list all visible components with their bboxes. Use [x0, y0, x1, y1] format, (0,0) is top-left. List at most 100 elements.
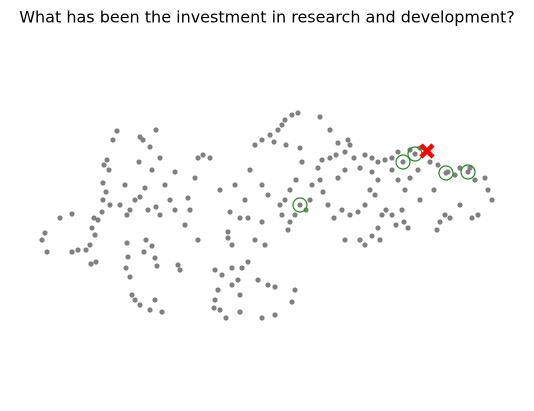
point [333, 152, 339, 158]
highlight-ring [460, 164, 476, 180]
point [215, 287, 221, 293]
point [110, 137, 116, 143]
point [217, 307, 223, 313]
point [489, 197, 495, 203]
point [242, 197, 248, 203]
point [457, 202, 463, 208]
point [182, 222, 188, 228]
point [437, 219, 443, 225]
point [245, 259, 251, 265]
point [289, 112, 295, 118]
point [167, 197, 173, 203]
point [141, 249, 147, 255]
point [377, 237, 383, 243]
point [132, 197, 138, 203]
point [369, 169, 375, 175]
point [342, 149, 348, 155]
point [223, 315, 229, 321]
point [252, 237, 258, 243]
point [465, 169, 471, 175]
point [100, 197, 106, 203]
point [152, 297, 158, 303]
point [325, 202, 331, 208]
point [369, 155, 375, 161]
point [227, 209, 233, 215]
point [407, 175, 413, 181]
point [149, 167, 155, 173]
point [92, 232, 98, 238]
point [162, 182, 168, 188]
point [185, 195, 191, 201]
point [287, 187, 293, 193]
point [389, 155, 395, 161]
point [393, 222, 399, 228]
point [399, 207, 405, 213]
point [389, 212, 395, 218]
point [272, 312, 278, 318]
point [472, 177, 478, 183]
point [293, 177, 299, 183]
point [299, 159, 305, 165]
point [39, 237, 45, 243]
point [212, 267, 218, 273]
point [475, 212, 481, 218]
point [103, 189, 109, 195]
point [255, 277, 261, 283]
point [331, 215, 337, 221]
point [177, 267, 183, 273]
point [335, 175, 341, 181]
point [117, 202, 123, 208]
point [93, 259, 99, 265]
point [106, 167, 112, 173]
point [372, 192, 378, 198]
point [212, 297, 218, 303]
point [282, 117, 288, 123]
point [342, 167, 348, 173]
point [137, 302, 143, 308]
point [285, 227, 291, 233]
point [415, 167, 421, 173]
point [143, 237, 149, 243]
point [469, 215, 475, 221]
point [351, 155, 357, 161]
point [417, 197, 423, 203]
point [154, 263, 160, 269]
point [315, 165, 321, 171]
point [295, 110, 301, 116]
point [100, 180, 106, 186]
point [485, 187, 491, 193]
point [192, 175, 198, 181]
point [357, 165, 363, 171]
point [357, 237, 363, 243]
point [252, 142, 258, 148]
point [122, 182, 128, 188]
point [75, 247, 81, 253]
point [104, 157, 110, 163]
point [289, 299, 295, 305]
point [136, 159, 142, 165]
point [132, 297, 138, 303]
point [175, 262, 181, 268]
point [88, 261, 94, 267]
point [229, 282, 235, 288]
point [195, 237, 201, 243]
point [435, 162, 441, 168]
point [395, 177, 401, 183]
point [42, 230, 48, 236]
point [259, 315, 265, 321]
point [157, 155, 163, 161]
highlight-ring [292, 197, 308, 213]
point [159, 309, 165, 315]
point [125, 254, 131, 260]
point [245, 215, 251, 221]
point [303, 207, 309, 213]
point [153, 127, 159, 133]
point [187, 207, 193, 213]
point [317, 177, 323, 183]
point [114, 128, 120, 134]
point [172, 207, 178, 213]
point [69, 249, 75, 255]
point [247, 167, 253, 173]
